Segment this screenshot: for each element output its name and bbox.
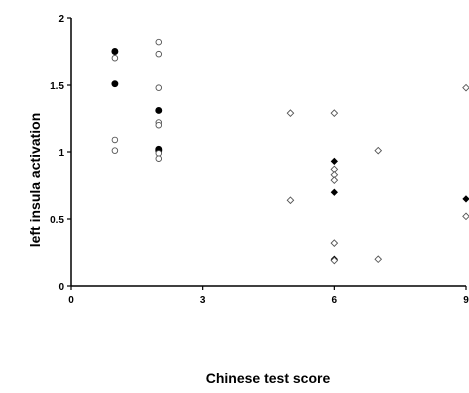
axes: [70, 18, 466, 287]
open-diamond-point: [462, 83, 469, 92]
open-diamond-point: [330, 176, 339, 184]
open-diamond-point: [286, 196, 295, 205]
filled-diamond-point: [330, 188, 338, 196]
y-tick-label: 1: [58, 148, 64, 159]
open-diamond-point: [330, 239, 339, 247]
filled-circle-point: [155, 107, 163, 114]
open-circle-point: [155, 50, 163, 58]
filled-diamond-point: [330, 157, 338, 166]
y-tick-label: 1.5: [50, 81, 64, 92]
filled-circle-point: [111, 48, 119, 55]
ticks: 0 3 6 9 0 0.5 1 1.5 2: [50, 14, 469, 306]
open-circle-point: [111, 136, 119, 144]
y-tick-label: 0: [58, 282, 64, 293]
open-diamond-point: [462, 212, 469, 221]
filled-diamond-point: [462, 195, 469, 203]
x-tick-label: 6: [332, 295, 338, 306]
open-diamond-point: [330, 109, 339, 117]
x-tick-label: 0: [68, 295, 74, 306]
open-diamond-point: [374, 146, 383, 155]
open-diamond-point: [330, 256, 339, 265]
y-tick-label: 0.5: [50, 215, 64, 226]
open-circle-point: [155, 38, 163, 46]
filled-circle-point: [111, 80, 119, 88]
open-circle-point: [155, 150, 163, 157]
y-axis-title: left insula activation: [27, 113, 43, 248]
open-circle-point: [155, 155, 163, 162]
open-circle-point: [155, 84, 163, 91]
open-circle-point: [155, 121, 163, 129]
open-diamond-point: [374, 255, 383, 264]
x-axis-title: Chinese test score: [206, 370, 331, 386]
x-tick-label: 3: [200, 295, 206, 306]
open-circle-point: [111, 54, 119, 62]
y-tick-label: 2: [58, 14, 64, 25]
open-circle-point: [111, 147, 119, 154]
open-diamond-point: [286, 109, 295, 117]
data-points: [111, 38, 469, 265]
x-tick-label: 9: [463, 295, 469, 306]
